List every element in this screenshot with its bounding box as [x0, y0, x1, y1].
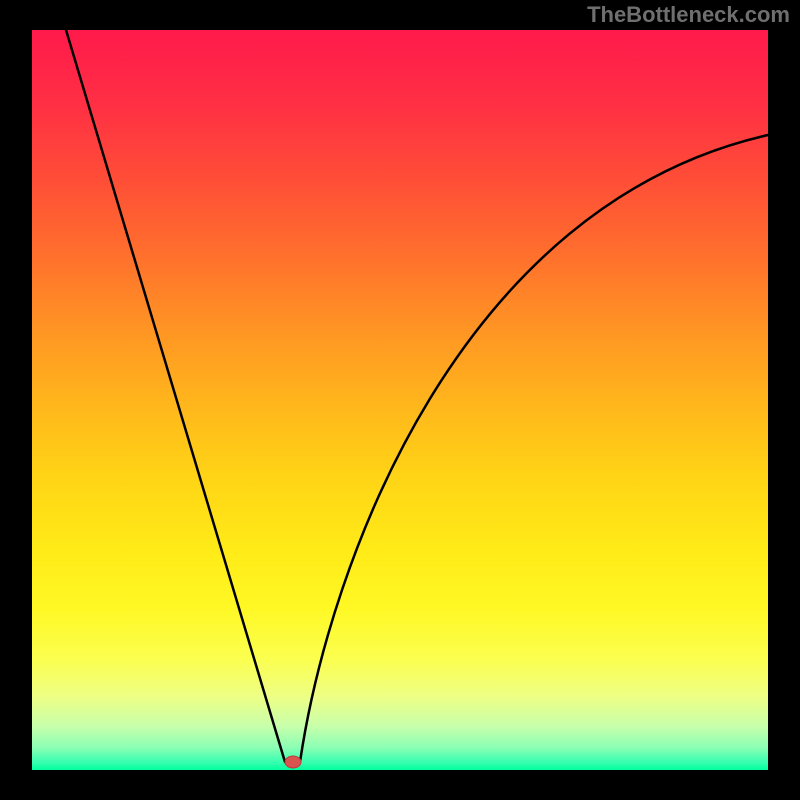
bottleneck-chart — [0, 0, 800, 800]
optimal-point-marker — [285, 756, 301, 768]
chart-container: { "watermark": { "text": "TheBottleneck.… — [0, 0, 800, 800]
watermark-text: TheBottleneck.com — [587, 2, 790, 28]
plot-background — [32, 30, 768, 770]
